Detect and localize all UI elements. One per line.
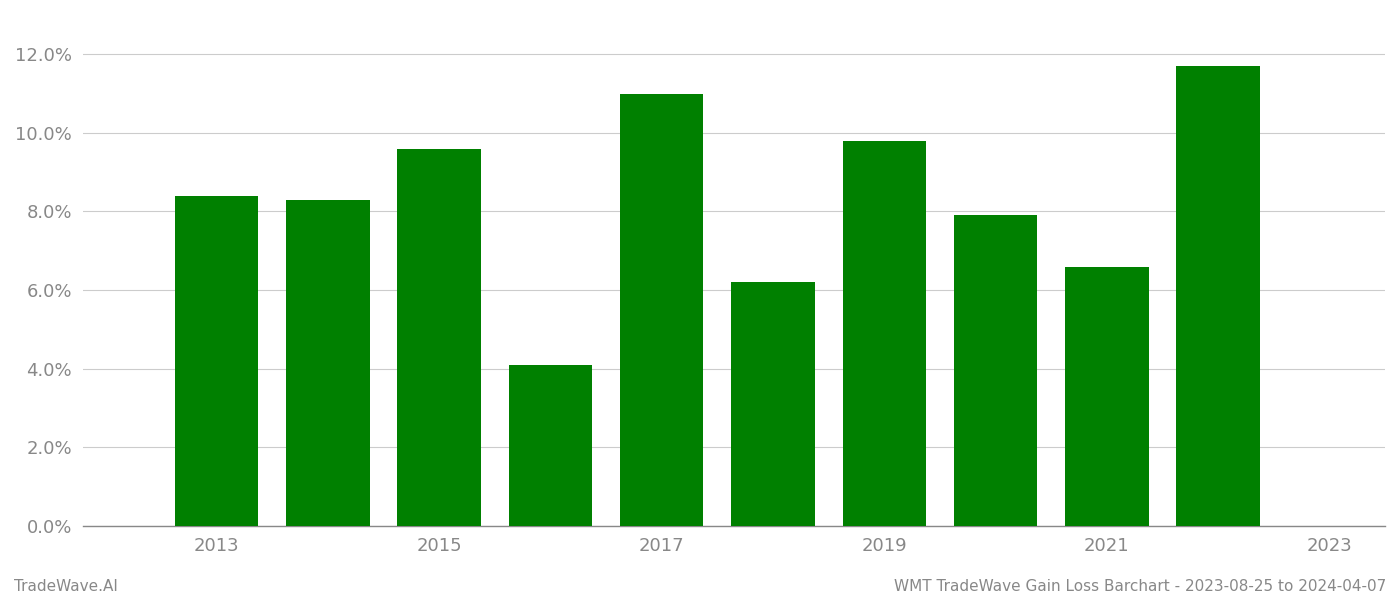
Bar bbox=[1176, 66, 1260, 526]
Bar bbox=[843, 141, 925, 526]
Bar bbox=[508, 365, 592, 526]
Bar bbox=[731, 282, 815, 526]
Bar bbox=[953, 215, 1037, 526]
Text: WMT TradeWave Gain Loss Barchart - 2023-08-25 to 2024-04-07: WMT TradeWave Gain Loss Barchart - 2023-… bbox=[893, 579, 1386, 594]
Text: TradeWave.AI: TradeWave.AI bbox=[14, 579, 118, 594]
Bar bbox=[398, 149, 482, 526]
Bar bbox=[175, 196, 259, 526]
Bar bbox=[1065, 266, 1148, 526]
Bar bbox=[620, 94, 703, 526]
Bar bbox=[286, 200, 370, 526]
